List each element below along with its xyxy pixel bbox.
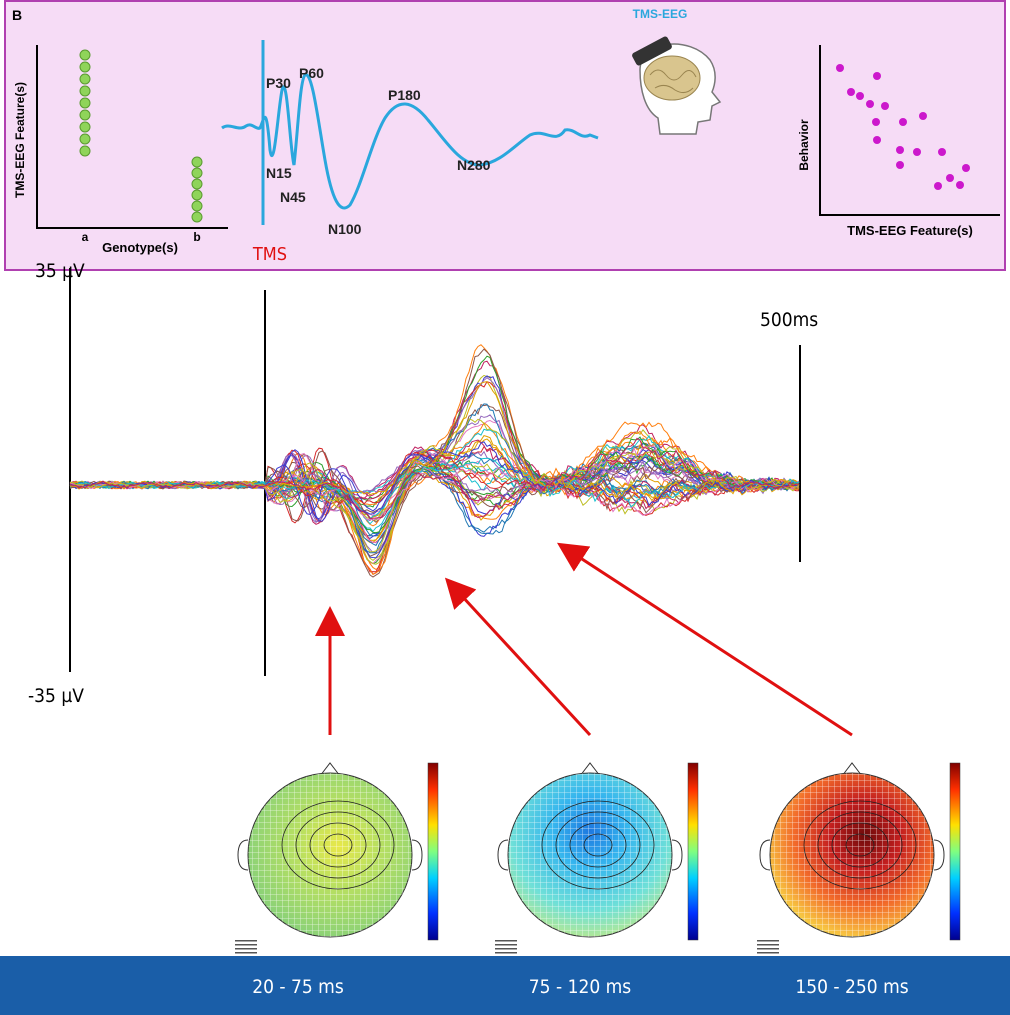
panel-label: B: [12, 7, 22, 23]
peak-label: P180: [388, 87, 421, 103]
ear: [672, 840, 682, 870]
ear: [412, 840, 422, 870]
caption: [495, 952, 517, 954]
dot: [80, 122, 90, 132]
ear: [934, 840, 944, 870]
ear: [238, 840, 248, 870]
caption: [757, 952, 779, 954]
dot: [896, 161, 904, 169]
dot: [956, 181, 964, 189]
dot: [192, 212, 202, 222]
group-label: a: [82, 230, 89, 244]
dot: [881, 102, 889, 110]
x-label: Genotype(s): [102, 240, 178, 255]
dot: [192, 157, 202, 167]
eeg-traces: [70, 345, 799, 577]
dot: [80, 74, 90, 84]
caption: [757, 940, 779, 942]
peak-label: P30: [266, 75, 291, 91]
dot: [192, 190, 202, 200]
dot: [80, 146, 90, 156]
caption: [235, 948, 257, 950]
dot: [919, 112, 927, 120]
peak-label: N280: [457, 157, 491, 173]
ear: [498, 840, 508, 870]
dot: [192, 179, 202, 189]
window-label: 75 - 120 ms: [529, 976, 631, 998]
topomaps: [235, 763, 960, 954]
dot: [80, 50, 90, 60]
grid: [248, 773, 412, 937]
dot: [899, 118, 907, 126]
peak-label: N45: [280, 189, 306, 205]
dot: [80, 134, 90, 144]
dot: [856, 92, 864, 100]
dot: [192, 168, 202, 178]
ear: [760, 840, 770, 870]
dot: [80, 62, 90, 72]
x-label: TMS-EEG Feature(s): [847, 223, 973, 238]
dot: [847, 88, 855, 96]
arrows: [330, 546, 852, 735]
caption: [235, 940, 257, 942]
caption: [495, 940, 517, 942]
time-label: 500ms: [760, 309, 818, 331]
dot: [872, 118, 880, 126]
peak-label: N100: [328, 221, 362, 237]
peak-label: P60: [299, 65, 324, 81]
dot: [873, 136, 881, 144]
dot: [80, 86, 90, 96]
window-label: 20 - 75 ms: [252, 976, 344, 998]
caption: [495, 944, 517, 946]
dot: [192, 201, 202, 211]
peak-label: N15: [266, 165, 292, 181]
dot: [962, 164, 970, 172]
caption: [757, 948, 779, 950]
dot: [946, 174, 954, 182]
window-label: 150 - 250 ms: [795, 976, 908, 998]
y-label: Behavior: [797, 119, 811, 171]
dot: [866, 100, 874, 108]
dot: [80, 110, 90, 120]
group-label: b: [193, 230, 200, 244]
caption: [235, 944, 257, 946]
device-label: TMS-EEG: [633, 7, 688, 21]
colorbar: [688, 763, 698, 940]
figure: B TMS-EEG Feature(s) a b Genotype(s) P30…: [0, 0, 1010, 1015]
colorbar: [950, 763, 960, 940]
dot: [938, 148, 946, 156]
dot: [934, 182, 942, 190]
y-label: TMS-EEG Feature(s): [13, 82, 27, 198]
dot: [896, 146, 904, 154]
caption: [495, 948, 517, 950]
dot: [836, 64, 844, 72]
eeg-trace: [70, 345, 799, 505]
eeg-trace: [70, 361, 799, 524]
scale-label: 35 µV: [35, 260, 85, 282]
eeg-trace: [70, 382, 799, 572]
grid: [508, 773, 672, 937]
dot: [913, 148, 921, 156]
colorbar: [428, 763, 438, 940]
scale-label: -35 µV: [28, 685, 84, 707]
eeg-trace: [70, 356, 799, 532]
caption: [757, 944, 779, 946]
dot: [80, 98, 90, 108]
dot: [873, 72, 881, 80]
caption: [235, 952, 257, 954]
grid: [770, 773, 934, 937]
tms-label: TMS: [252, 244, 287, 265]
